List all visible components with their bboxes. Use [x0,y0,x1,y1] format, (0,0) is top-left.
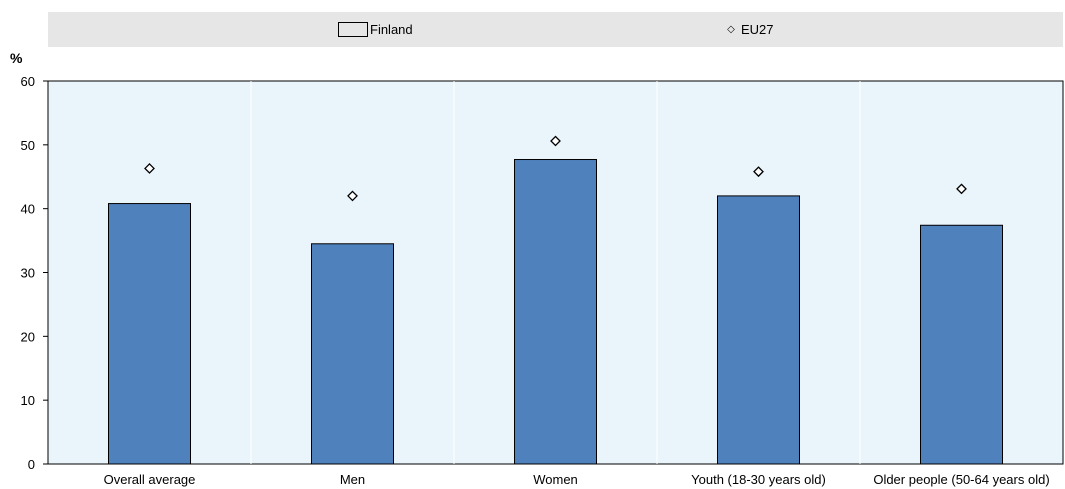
marker-eu27 [753,166,764,178]
y-tick-label: 30 [21,266,35,281]
bar-finland [311,243,394,465]
x-category-label: Older people (50-64 years old) [873,472,1049,487]
legend-item-finland: Finland [338,12,413,47]
y-tick-label: 40 [21,202,35,217]
marker-eu27 [347,190,358,202]
y-axis-unit: % [10,50,23,66]
legend-label-eu27: EU27 [741,22,774,37]
x-category-label: Youth (18-30 years old) [691,472,826,487]
y-tick-label: 20 [21,329,35,344]
x-category-label: Overall average [104,472,196,487]
marker-eu27 [144,163,155,174]
legend-label-finland: Finland [370,22,413,37]
legend-diamond-icon: ◇ [727,24,735,35]
y-tick-label: 10 [21,393,35,408]
x-category-label: Men [340,472,365,487]
bar-finland [717,195,800,465]
bar-finland [108,203,191,465]
x-category-label: Women [533,472,578,487]
legend-item-eu27: ◇ EU27 [723,12,774,47]
legend: Finland ◇ EU27 [48,12,1063,47]
y-tick-label: 0 [28,457,35,472]
bar-finland [514,159,597,465]
legend-swatch-finland [338,22,368,37]
marker-eu27 [550,135,561,147]
y-tick-label: 50 [21,138,35,153]
marker-eu27 [956,183,967,195]
y-tick-label: 60 [21,74,35,89]
plot-area: 0 10 20 30 40 50 60 Overall average Men Women Yout… [21,74,1064,487]
bar-finland [920,224,1003,465]
